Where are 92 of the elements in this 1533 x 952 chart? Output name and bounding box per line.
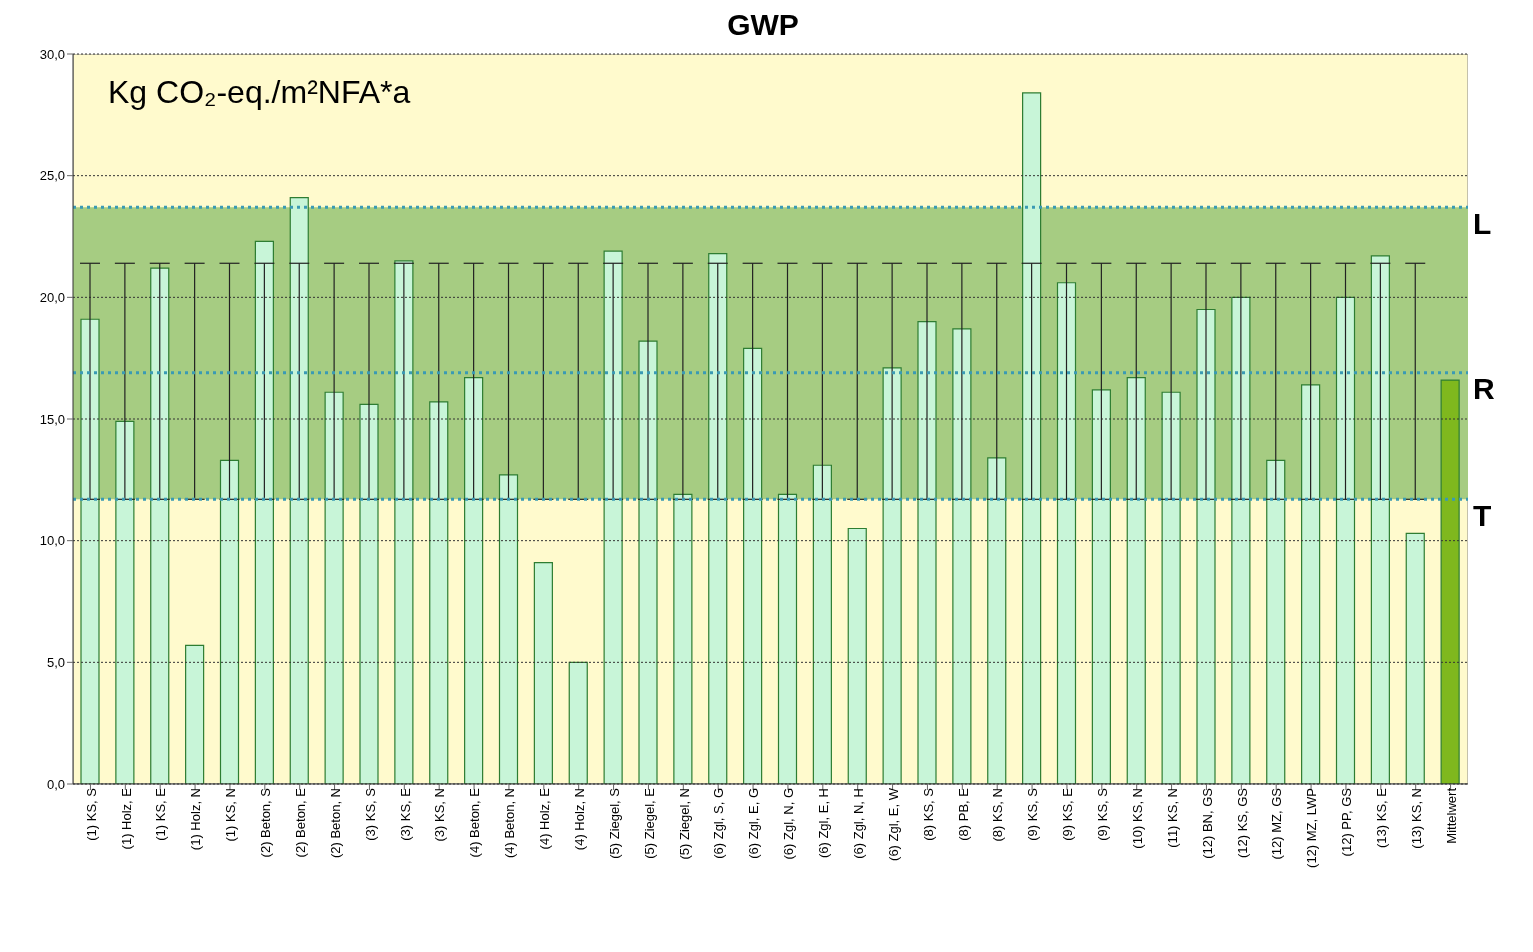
x-tick-label: (1) Holz, N bbox=[188, 788, 204, 851]
x-tick-label: (8) PB, E bbox=[955, 787, 971, 841]
x-tick-label: (12) MZ, GS bbox=[1269, 787, 1285, 860]
bar bbox=[952, 328, 972, 784]
x-tick-label: (4) Beton, E bbox=[467, 787, 483, 858]
x-tick-label: (3) KS, N bbox=[432, 788, 448, 842]
bar bbox=[1022, 92, 1042, 784]
bar bbox=[1370, 255, 1390, 784]
bar bbox=[289, 196, 309, 784]
x-tick-label: (5) Ziegel, E bbox=[641, 787, 657, 859]
x-tick-label: (4) Holz, N bbox=[571, 788, 587, 851]
x-tick-label: (13) KS, N bbox=[1408, 788, 1424, 849]
bar bbox=[568, 661, 588, 784]
x-tick-label: (8) KS, N bbox=[990, 788, 1006, 842]
chart-title: GWP bbox=[726, 8, 800, 43]
y-tick-label: 15,0 bbox=[39, 411, 65, 427]
x-tick-label: (9) KS, S bbox=[1025, 787, 1041, 841]
bar bbox=[1126, 377, 1146, 784]
bar bbox=[603, 250, 623, 784]
bar bbox=[1301, 384, 1321, 784]
ref-line-label: T bbox=[1473, 498, 1492, 532]
bar bbox=[324, 391, 344, 784]
bar bbox=[394, 260, 414, 784]
x-tick-label: Mittelwert bbox=[1443, 787, 1459, 844]
ref-line-label: R bbox=[1473, 372, 1495, 406]
x-tick-label: (4) Holz, E bbox=[537, 787, 553, 850]
x-tick-label: (11) KS, N bbox=[1164, 788, 1180, 848]
x-tick-label: (12) PP, GS bbox=[1339, 787, 1355, 857]
bar bbox=[1056, 282, 1077, 784]
x-tick-label: (6) Zgl, S, G bbox=[711, 788, 727, 859]
x-tick-label: (2) Beton, N bbox=[327, 788, 343, 859]
x-tick-label: (12) BN, GS bbox=[1199, 787, 1215, 859]
bar bbox=[1196, 308, 1216, 784]
x-tick-label: (5) Ziegel, S bbox=[606, 787, 622, 859]
bar bbox=[917, 321, 937, 784]
bar bbox=[882, 367, 902, 784]
bar bbox=[1440, 379, 1460, 784]
x-tick-label: (6) Zgl, E, H bbox=[816, 788, 832, 859]
bar bbox=[533, 561, 553, 784]
bar bbox=[254, 240, 274, 784]
bar bbox=[219, 459, 240, 784]
x-tick-label: (1) Holz, E bbox=[118, 787, 134, 850]
x-tick-label: (12) KS, GS bbox=[1234, 787, 1250, 859]
x-tick-label: (2) Beton, E bbox=[292, 787, 308, 858]
bar bbox=[1161, 391, 1181, 784]
bar bbox=[359, 403, 379, 784]
x-tick-label: (8) KS, S bbox=[920, 787, 936, 841]
bar bbox=[464, 377, 484, 784]
annotation: Kg CO₂-eq./m²NFA*a bbox=[108, 74, 411, 110]
x-tick-label: (6) Zgl, N, G bbox=[781, 788, 797, 860]
x-tick-label: (5) Ziegel, N bbox=[676, 788, 692, 860]
y-tick-label: 10,0 bbox=[39, 533, 65, 549]
y-tick-label: 0,0 bbox=[46, 776, 65, 792]
bar bbox=[847, 527, 867, 784]
x-tick-label: (6) Zgl, N, H bbox=[850, 788, 866, 859]
y-tick-label: 5,0 bbox=[46, 654, 65, 670]
x-tick-label: (9) KS, S bbox=[1095, 787, 1111, 841]
x-tick-label: (13) KS, E bbox=[1374, 787, 1390, 848]
x-tick-label: (1) KS, N bbox=[223, 788, 239, 842]
bar bbox=[638, 340, 658, 784]
x-tick-label: (4) Beton, N bbox=[502, 788, 518, 859]
y-tick-label: 20,0 bbox=[39, 289, 65, 305]
bar bbox=[777, 493, 798, 784]
x-tick-label: (12) MZ, LWP bbox=[1304, 788, 1320, 868]
bar bbox=[812, 464, 832, 784]
x-tick-label: (6) Zgl, E, G bbox=[746, 788, 762, 859]
bar bbox=[185, 644, 205, 784]
bar bbox=[1091, 389, 1111, 784]
bar bbox=[673, 493, 693, 784]
bar bbox=[987, 457, 1007, 784]
bar bbox=[1405, 532, 1425, 784]
bar bbox=[80, 318, 100, 784]
x-tick-label: (3) KS, S bbox=[362, 787, 378, 841]
bar bbox=[1266, 459, 1286, 784]
bar bbox=[743, 347, 763, 784]
bar bbox=[1335, 296, 1356, 784]
bar bbox=[429, 401, 449, 784]
bar bbox=[150, 267, 170, 784]
y-tick-label: 25,0 bbox=[39, 168, 65, 184]
bar bbox=[1231, 296, 1251, 784]
bar bbox=[708, 252, 728, 784]
x-tick-label: (2) Beton, S bbox=[258, 787, 274, 858]
bar bbox=[498, 474, 519, 784]
bar bbox=[115, 420, 135, 784]
y-tick-label: 30,0 bbox=[39, 46, 65, 62]
x-tick-label: (3) KS, E bbox=[397, 787, 413, 841]
x-tick-label: (10) KS, N bbox=[1129, 788, 1145, 849]
x-tick-label: (9) KS, E bbox=[1060, 787, 1076, 841]
x-tick-label: (6) Zgl, E, W bbox=[885, 787, 901, 861]
x-tick-label: (1) KS, S bbox=[83, 787, 99, 841]
ref-line-label: L bbox=[1473, 206, 1492, 240]
x-tick-label: (1) KS, E bbox=[153, 787, 169, 841]
